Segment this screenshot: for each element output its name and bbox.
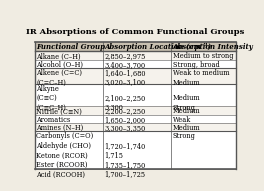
Text: IR Absorptions of Common Functional Groups: IR Absorptions of Common Functional Grou… (26, 28, 244, 36)
Text: 3,300–3,350: 3,300–3,350 (105, 124, 146, 132)
Text: 2,100–2,250
3,300: 2,100–2,250 3,300 (105, 85, 146, 112)
Text: 1,720–1,740
1,715
1,735–1,750
1,700–1,725: 1,720–1,740 1,715 1,735–1,750 1,700–1,72… (105, 133, 146, 178)
Text: Functional Group: Functional Group (36, 43, 106, 51)
Bar (35, 115, 235, 123)
Text: Medium: Medium (173, 124, 201, 132)
Text: Absorption Location (cm⁻¹): Absorption Location (cm⁻¹) (105, 43, 212, 51)
Bar (35, 68, 235, 84)
Bar (35, 84, 235, 106)
Text: 3,400–3,700: 3,400–3,700 (105, 61, 146, 69)
Bar (35, 51, 235, 60)
Text: 2,200–2,250: 2,200–2,250 (105, 107, 146, 115)
Bar (35, 42, 235, 51)
Text: Alcohol (O–H): Alcohol (O–H) (36, 61, 83, 69)
Text: Medium: Medium (173, 107, 201, 115)
Bar (35, 106, 235, 115)
Text: Alkyne
(C≡C)
(C≡C–H): Alkyne (C≡C) (C≡C–H) (36, 85, 66, 112)
Text: Strong: Strong (173, 133, 196, 141)
Text: 1,650–2,000: 1,650–2,000 (105, 116, 146, 124)
Text: Amines (N–H): Amines (N–H) (36, 124, 84, 132)
Text: Medium
Strong: Medium Strong (173, 85, 201, 112)
Text: Medium to strong: Medium to strong (173, 52, 233, 60)
Text: Alkene (C=C)
(C=C–H): Alkene (C=C) (C=C–H) (36, 69, 82, 87)
Text: Nitrile (C≡N): Nitrile (C≡N) (36, 107, 82, 115)
Text: Weak to medium
Medium: Weak to medium Medium (173, 69, 229, 87)
Bar (35, 123, 235, 131)
Bar (35, 131, 235, 168)
Text: Alkane (C–H): Alkane (C–H) (36, 52, 81, 60)
Text: Carbonyls (C=O)
Aldehyde (CHO)
Ketone (RCOR)
Ester (RCOOR)
Acid (RCOOH): Carbonyls (C=O) Aldehyde (CHO) Ketone (R… (36, 133, 94, 178)
Text: Weak: Weak (173, 116, 191, 124)
Text: Absorption Intensity: Absorption Intensity (173, 43, 254, 51)
Bar (35, 60, 235, 68)
Text: Aromatics: Aromatics (36, 116, 71, 124)
Text: Strong, broad: Strong, broad (173, 61, 220, 69)
Text: 2,850–2,975: 2,850–2,975 (105, 52, 146, 60)
Text: 1,640–1,680
3,020–3,100: 1,640–1,680 3,020–3,100 (105, 69, 146, 87)
